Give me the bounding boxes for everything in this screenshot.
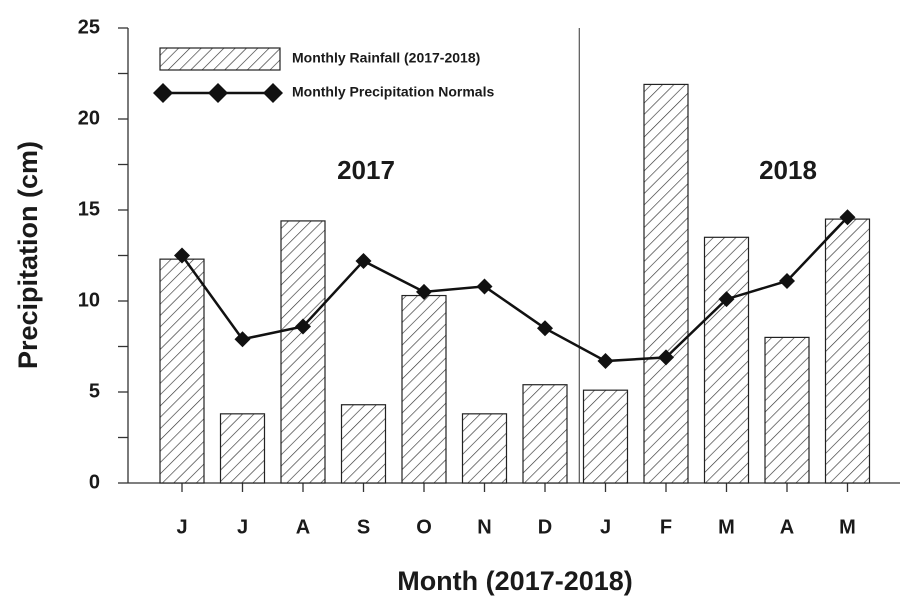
annotation: 2017 <box>337 155 395 185</box>
annotation: 2018 <box>759 155 817 185</box>
marker <box>839 209 856 226</box>
x-tick-label: O <box>416 516 432 538</box>
legend-marker <box>208 83 228 103</box>
bar <box>643 83 689 484</box>
bar <box>703 236 750 484</box>
bar <box>340 404 387 484</box>
y-axis-label: Precipitation (cm) <box>13 141 43 369</box>
legend-label: Monthly Precipitation Normals <box>292 84 494 100</box>
x-tick-label: D <box>538 516 552 538</box>
bar <box>764 336 810 484</box>
bar <box>824 218 871 484</box>
y-tick-label: 10 <box>78 289 100 311</box>
bar <box>219 413 266 484</box>
x-tick-label: A <box>296 516 310 538</box>
bar <box>280 220 326 484</box>
x-tick-label: N <box>477 516 491 538</box>
y-tick-label: 20 <box>78 107 100 129</box>
marker <box>537 320 553 337</box>
x-axis-label: Month (2017-2018) <box>397 566 633 596</box>
x-tick-label: A <box>780 516 794 538</box>
marker <box>597 353 614 370</box>
marker <box>416 283 432 300</box>
marker <box>779 272 795 289</box>
marker <box>174 247 190 264</box>
marker <box>658 349 674 366</box>
marker <box>295 318 311 335</box>
x-tick-label: M <box>718 516 735 538</box>
bar <box>582 389 629 484</box>
marker <box>718 291 735 308</box>
bar <box>159 258 205 484</box>
legend-marker <box>263 83 283 103</box>
bar <box>522 384 568 484</box>
x-tick-label: J <box>237 516 248 538</box>
y-tick-label: 5 <box>89 380 100 402</box>
marker <box>476 278 493 295</box>
legend-swatch <box>159 47 281 71</box>
x-tick-label: S <box>357 516 370 538</box>
x-tick-label: J <box>600 516 611 538</box>
legend-label: Monthly Rainfall (2017-2018) <box>292 50 480 66</box>
marker <box>355 252 372 269</box>
marker <box>234 331 251 348</box>
line <box>180 216 849 363</box>
y-tick-label: 25 <box>78 16 100 38</box>
bar <box>461 413 508 484</box>
y-tick-label: 15 <box>78 198 100 220</box>
y-tick-label: 0 <box>89 471 100 493</box>
bar <box>401 294 447 484</box>
legend-marker <box>153 83 173 103</box>
x-tick-label: J <box>176 516 187 538</box>
x-tick-label: F <box>660 516 672 538</box>
x-tick-label: M <box>839 516 856 538</box>
